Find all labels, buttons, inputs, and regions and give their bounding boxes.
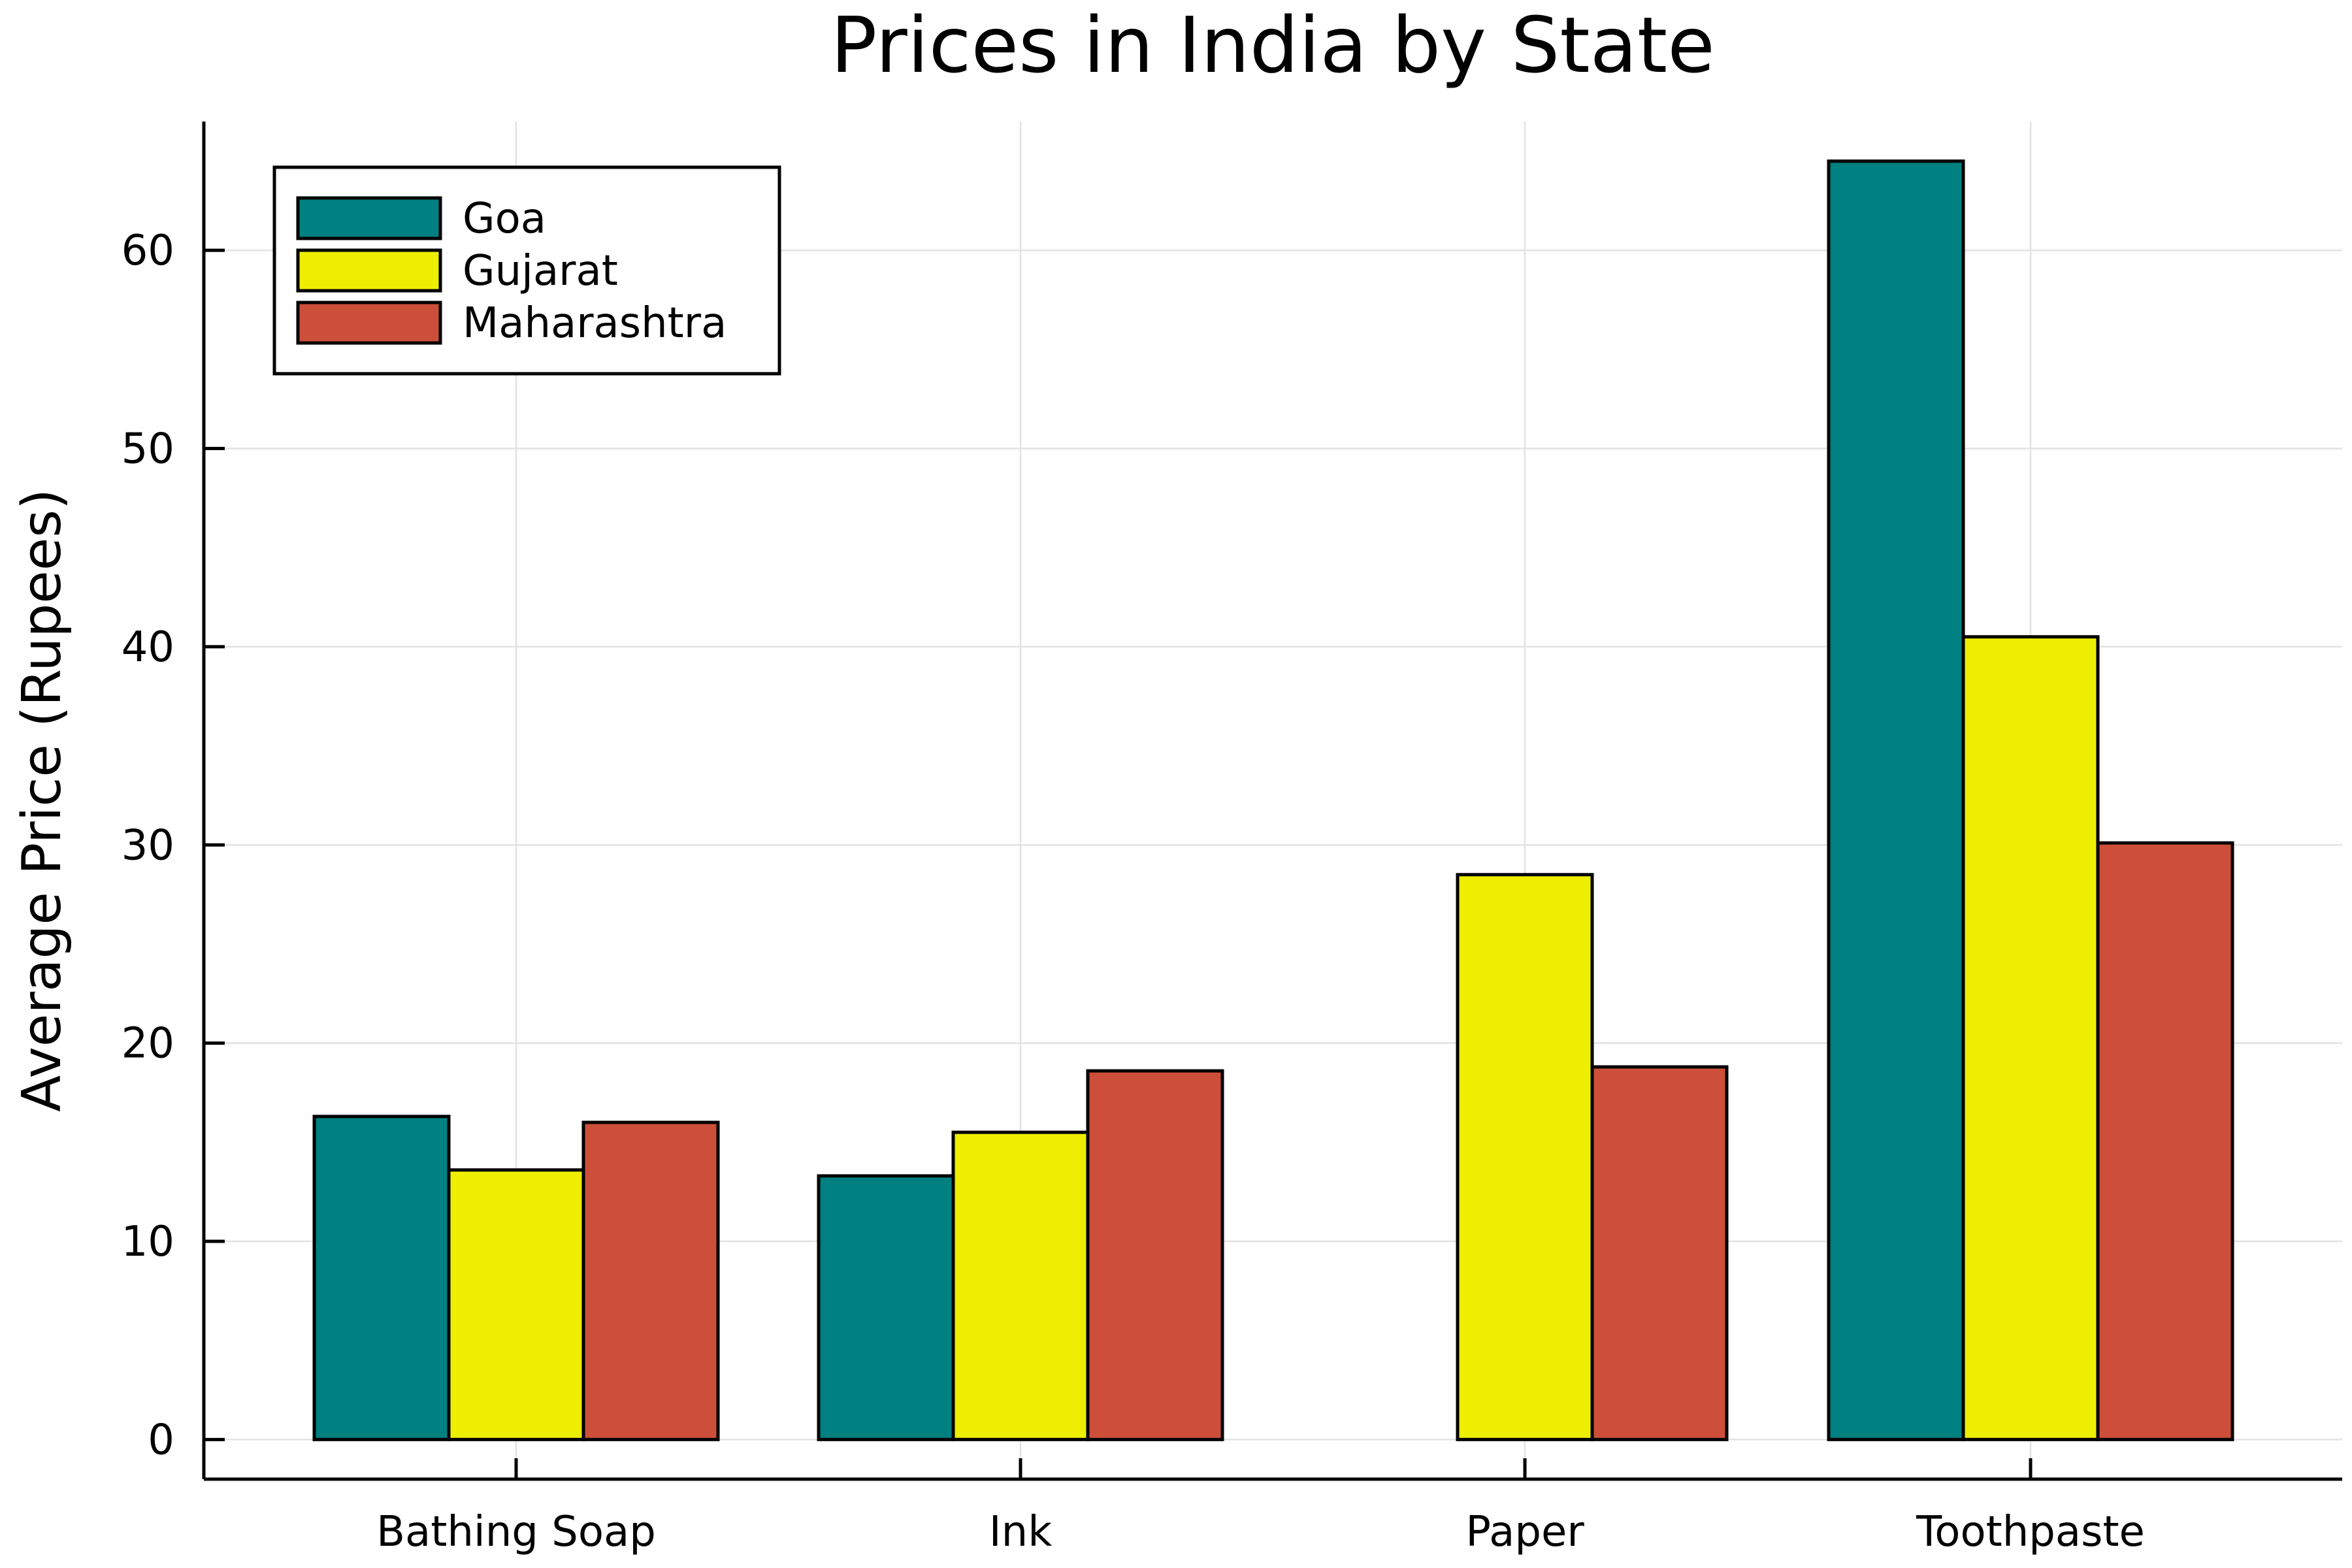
y-tick-label: 10 [122,1218,174,1266]
y-tick-label: 50 [122,425,174,474]
axes [202,122,2342,1481]
bar-goa-toothpaste [1827,159,1965,1441]
legend-label-goa: Goa [463,195,546,243]
x-tick-label: Paper [1465,1508,1584,1556]
bar-maharashtra-toothpaste [2096,841,2234,1441]
y-tick-label: 20 [122,1020,174,1068]
legend-label-gujarat: Gujarat [463,247,618,295]
ticks: 0 10 20 30 40 50 60 Bathing Soap Ink Paper Toothpa… [122,227,2145,1556]
bars [312,159,2234,1441]
legend-swatch-gujarat [296,248,442,293]
x-tick-label: Ink [989,1508,1053,1556]
bar-gujarat-ink [951,1130,1090,1441]
bar-maharashtra-paper [1590,1065,1729,1441]
y-tick-label: 60 [122,227,174,275]
bar-gujarat-bathing-soap [447,1168,585,1441]
legend-swatch-maharashtra [296,301,442,345]
legend-swatch-goa [296,196,442,240]
y-axis-label: Average Price (Rupees) [11,489,73,1112]
bar-gujarat-toothpaste [1961,635,2100,1441]
x-tick-label: Toothpaste [1916,1508,2145,1556]
bar-maharashtra-ink [1086,1069,1224,1441]
bar-maharashtra-bathing-soap [581,1120,720,1441]
y-tick-label: 40 [122,623,174,672]
y-tick-label: 30 [122,821,174,870]
bar-gujarat-paper [1456,873,1594,1441]
bar-goa-ink [817,1174,955,1441]
y-tick-label: 0 [148,1416,174,1464]
x-tick-label: Bathing Soap [376,1508,656,1556]
chart-title: Prices in India by State [830,0,1715,90]
bar-goa-bathing-soap [312,1115,451,1441]
legend-label-maharashtra: Maharashtra [463,299,727,348]
